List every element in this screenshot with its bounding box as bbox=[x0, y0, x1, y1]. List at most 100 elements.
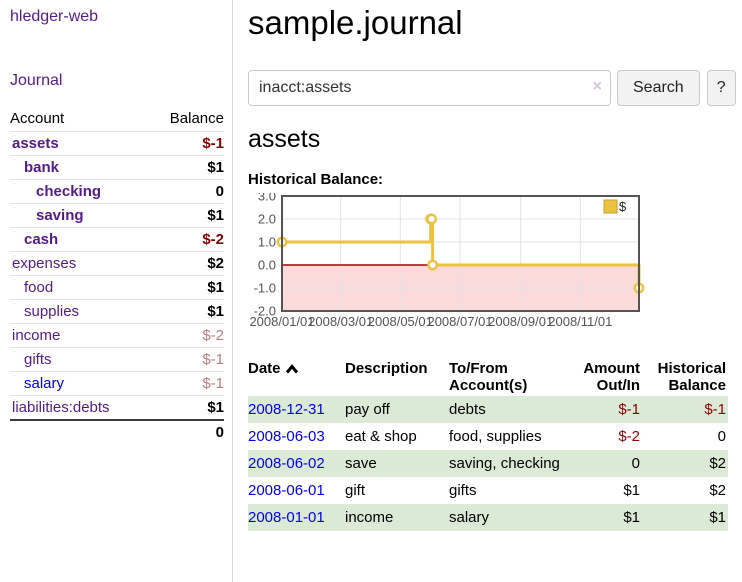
account-balance: $2 bbox=[148, 251, 224, 276]
chart-label: Historical Balance: bbox=[248, 171, 384, 188]
transaction-description: gift bbox=[345, 482, 366, 499]
account-row: checking 0 bbox=[10, 179, 224, 204]
account-row: income $-2 bbox=[10, 323, 224, 348]
accounts-header-balance: Balance bbox=[169, 110, 224, 127]
clear-search-icon[interactable]: × bbox=[592, 78, 602, 95]
transaction-description: income bbox=[345, 509, 394, 526]
register-row: 2008-06-02 save saving, checking 0 $2 bbox=[248, 450, 728, 477]
account-row: expenses $2 bbox=[10, 251, 224, 276]
account-link[interactable]: cash bbox=[24, 231, 59, 248]
historical-balance-chart: $3.0 2.0 1.0 0.0 -1.0 -2.0 2008/01/01 2008/03/0… bbox=[248, 189, 742, 340]
chart-canvas: $3.0 2.0 1.0 0.0 -1.0 -2.02008/01/012008/03/0… bbox=[249, 189, 645, 329]
account-link[interactable]: gifts bbox=[24, 351, 52, 368]
account-link[interactable]: bank bbox=[24, 159, 60, 176]
account-link[interactable]: food bbox=[24, 279, 54, 296]
search-input[interactable] bbox=[248, 70, 611, 106]
account-balance: $1 bbox=[148, 203, 224, 228]
page-title: sample.journal bbox=[248, 4, 463, 41]
svg-text:$: $ bbox=[619, 199, 627, 214]
account-balance: $-1 bbox=[148, 131, 224, 156]
account-link[interactable]: liabilities:debts bbox=[12, 399, 110, 416]
app-brand-link[interactable]: hledger-web bbox=[10, 8, 99, 25]
register-row: 2008-06-01 gift gifts $1 $2 bbox=[248, 477, 728, 504]
transaction-accounts: debts bbox=[449, 401, 486, 418]
register-row: 2008-06-03 eat & shop food, supplies $-2 0 bbox=[248, 423, 728, 450]
account-link[interactable]: salary bbox=[24, 375, 65, 392]
svg-text:1.0: 1.0 bbox=[258, 235, 276, 250]
main-content: sample.journal × Search ? assets Histori… bbox=[233, 0, 742, 582]
register-row: 2008-12-31 pay off debts $-1 $-1 bbox=[248, 396, 728, 423]
svg-text:-2.0: -2.0 bbox=[254, 304, 276, 319]
svg-text:3.0: 3.0 bbox=[258, 193, 276, 204]
register-header-row: Date Description To/From Account(s) Amou… bbox=[248, 358, 728, 396]
account-row: saving $1 bbox=[10, 203, 224, 228]
account-balance: $1 bbox=[148, 155, 224, 180]
account-balance: $1 bbox=[148, 395, 224, 420]
search-button[interactable]: Search bbox=[617, 70, 700, 106]
account-row: supplies $1 bbox=[10, 299, 224, 324]
transaction-balance: $1 bbox=[709, 509, 726, 526]
transaction-date-link[interactable]: 2008-06-02 bbox=[248, 455, 325, 472]
account-balance: $1 bbox=[148, 275, 224, 300]
search-form: × Search ? bbox=[248, 70, 742, 106]
account-row: assets $-1 bbox=[10, 131, 224, 156]
account-link[interactable]: saving bbox=[36, 207, 84, 224]
transaction-date-link[interactable]: 2008-06-03 bbox=[248, 428, 325, 445]
transaction-date-link[interactable]: 2008-12-31 bbox=[248, 401, 325, 418]
svg-text:2008/05/01: 2008/05/01 bbox=[368, 314, 433, 329]
account-balance: 0 bbox=[148, 179, 224, 204]
transaction-amount: $-2 bbox=[618, 428, 640, 445]
transaction-date-link[interactable]: 2008-06-01 bbox=[248, 482, 325, 499]
account-title: assets bbox=[248, 125, 321, 153]
account-row: liabilities:debts $1 bbox=[10, 395, 224, 420]
svg-text:2008/09/01: 2008/09/01 bbox=[488, 314, 553, 329]
account-balance: $-1 bbox=[148, 347, 224, 372]
transaction-amount: $1 bbox=[623, 509, 640, 526]
sidebar: hledger-web Journal Account Balance asse… bbox=[0, 0, 233, 582]
register-header-amount: Amount Out/In bbox=[583, 360, 640, 394]
transaction-accounts: food, supplies bbox=[449, 428, 542, 445]
account-row: food $1 bbox=[10, 275, 224, 300]
transaction-balance: $2 bbox=[709, 455, 726, 472]
transaction-description: save bbox=[345, 455, 377, 472]
help-button[interactable]: ? bbox=[706, 70, 736, 106]
transaction-amount: 0 bbox=[631, 455, 640, 472]
account-row: bank $1 bbox=[10, 155, 224, 180]
svg-text:2008/11/01: 2008/11/01 bbox=[548, 314, 612, 329]
account-balance: $1 bbox=[148, 299, 224, 324]
svg-text:2008/01/01: 2008/01/01 bbox=[249, 314, 314, 329]
accounts-header-account: Account bbox=[10, 110, 65, 127]
register-row: 2008-01-01 income salary $1 $1 bbox=[248, 504, 728, 531]
transaction-balance: $-1 bbox=[704, 401, 726, 418]
nav-journal-link[interactable]: Journal bbox=[10, 72, 63, 89]
account-balance: $-2 bbox=[148, 323, 224, 348]
transaction-accounts: gifts bbox=[449, 482, 477, 499]
accounts-total-value: 0 bbox=[148, 419, 224, 444]
account-link[interactable]: expenses bbox=[12, 255, 77, 272]
transaction-amount: $1 bbox=[623, 482, 640, 499]
register-header-balance: Historical Balance bbox=[657, 360, 726, 394]
register-table: Date Description To/From Account(s) Amou… bbox=[248, 358, 728, 531]
register-header-description: Description bbox=[345, 360, 428, 377]
account-balance: $-1 bbox=[148, 371, 224, 396]
sort-ascending-icon bbox=[285, 364, 298, 374]
transaction-accounts: saving, checking bbox=[449, 455, 560, 472]
svg-text:-1.0: -1.0 bbox=[254, 281, 276, 296]
transaction-amount: $-1 bbox=[618, 401, 640, 418]
transaction-description: eat & shop bbox=[345, 428, 417, 445]
account-balance: $-2 bbox=[148, 227, 224, 252]
register-header-date[interactable]: Date bbox=[248, 358, 345, 396]
transaction-accounts: salary bbox=[449, 509, 490, 526]
transaction-date-link[interactable]: 2008-01-01 bbox=[248, 509, 325, 526]
accounts-table: Account Balance assets $-1 bank $1 checking 0… bbox=[10, 107, 224, 444]
svg-text:2008/07/01: 2008/07/01 bbox=[427, 314, 492, 329]
transaction-description: pay off bbox=[345, 401, 390, 418]
account-link[interactable]: income bbox=[12, 327, 61, 344]
account-link[interactable]: supplies bbox=[24, 303, 80, 320]
account-link[interactable]: checking bbox=[36, 183, 102, 200]
account-row: cash $-2 bbox=[10, 227, 224, 252]
svg-text:0.0: 0.0 bbox=[258, 258, 276, 273]
transaction-balance: $2 bbox=[709, 482, 726, 499]
transaction-balance: 0 bbox=[717, 428, 726, 445]
account-link[interactable]: assets bbox=[12, 135, 59, 152]
